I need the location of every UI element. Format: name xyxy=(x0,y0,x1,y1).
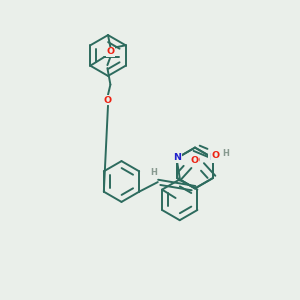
Text: O: O xyxy=(191,156,200,165)
Text: N: N xyxy=(209,153,217,162)
Text: O: O xyxy=(190,156,199,165)
Text: O: O xyxy=(104,96,112,105)
Text: H: H xyxy=(151,168,158,177)
Text: H: H xyxy=(222,149,229,158)
Text: O: O xyxy=(106,47,115,56)
Text: O: O xyxy=(212,151,220,160)
Text: N: N xyxy=(173,153,181,162)
